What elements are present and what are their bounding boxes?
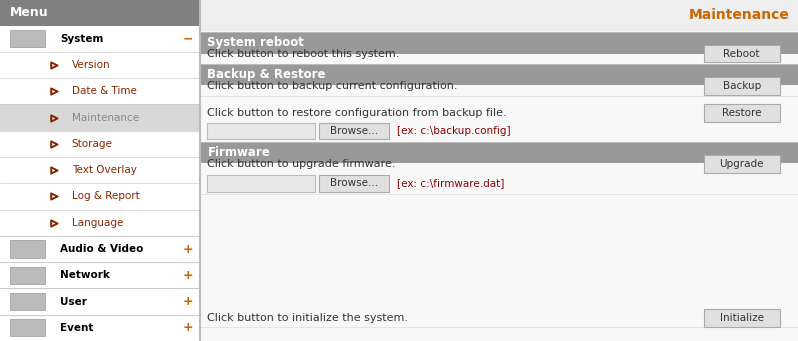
Bar	[0, 0, 200, 26]
Text: Restore: Restore	[722, 108, 761, 118]
Bar	[200, 32, 798, 54]
Text: Version: Version	[72, 60, 110, 70]
Text: Reboot: Reboot	[724, 48, 760, 59]
Bar	[200, 142, 798, 163]
Text: +: +	[182, 321, 193, 335]
Text: User: User	[60, 297, 87, 307]
Bar	[200, 0, 798, 31]
Bar	[704, 155, 780, 173]
Text: Click button to initialize the system.: Click button to initialize the system.	[207, 313, 409, 323]
Bar	[207, 123, 315, 139]
Bar	[319, 175, 389, 192]
Text: Click button to reboot this system.: Click button to reboot this system.	[207, 48, 400, 59]
Text: Firmware: Firmware	[207, 146, 271, 159]
Text: Click button to upgrade firmware.: Click button to upgrade firmware.	[207, 159, 396, 169]
Text: Click button to restore configuration from backup file.: Click button to restore configuration fr…	[207, 108, 507, 118]
Text: +: +	[182, 242, 193, 255]
Text: [ex: c:\backup.config]: [ex: c:\backup.config]	[397, 126, 511, 136]
Text: System: System	[60, 34, 103, 44]
Text: Upgrade: Upgrade	[720, 159, 764, 169]
Text: [ex: c:\firmware.dat]: [ex: c:\firmware.dat]	[397, 178, 505, 189]
Bar	[704, 77, 780, 95]
Bar	[10, 319, 45, 336]
Text: System reboot: System reboot	[207, 36, 304, 49]
Text: Text Overlay: Text Overlay	[72, 165, 136, 175]
Bar	[10, 267, 45, 284]
Text: Backup: Backup	[723, 81, 760, 91]
Bar	[704, 104, 780, 122]
Text: Storage: Storage	[72, 139, 113, 149]
Text: Click button to backup current configuration.: Click button to backup current configura…	[207, 81, 458, 91]
Text: +: +	[182, 295, 193, 308]
Bar	[10, 240, 45, 257]
Text: Language: Language	[72, 218, 123, 228]
Text: Browse...: Browse...	[330, 178, 378, 189]
Bar	[207, 175, 315, 192]
Bar	[0, 104, 200, 131]
Bar	[200, 64, 798, 85]
Text: Date & Time: Date & Time	[72, 86, 136, 96]
Bar	[704, 45, 780, 62]
Bar	[704, 309, 780, 327]
Text: Menu: Menu	[10, 6, 48, 19]
Text: Maintenance: Maintenance	[72, 113, 139, 122]
Bar	[10, 30, 45, 47]
Text: Maintenance: Maintenance	[689, 8, 790, 23]
Text: Log & Report: Log & Report	[72, 191, 140, 202]
Bar	[200, 0, 798, 341]
Text: Audio & Video: Audio & Video	[60, 244, 143, 254]
Text: +: +	[182, 269, 193, 282]
Text: Browse...: Browse...	[330, 126, 378, 136]
Bar	[319, 123, 389, 139]
Text: −: −	[182, 32, 193, 45]
Bar	[10, 293, 45, 310]
Bar	[0, 0, 200, 341]
Bar	[200, 194, 798, 300]
Text: Backup & Restore: Backup & Restore	[207, 68, 326, 81]
Text: Network: Network	[60, 270, 109, 280]
Text: Initialize: Initialize	[720, 313, 764, 323]
Text: Event: Event	[60, 323, 93, 333]
